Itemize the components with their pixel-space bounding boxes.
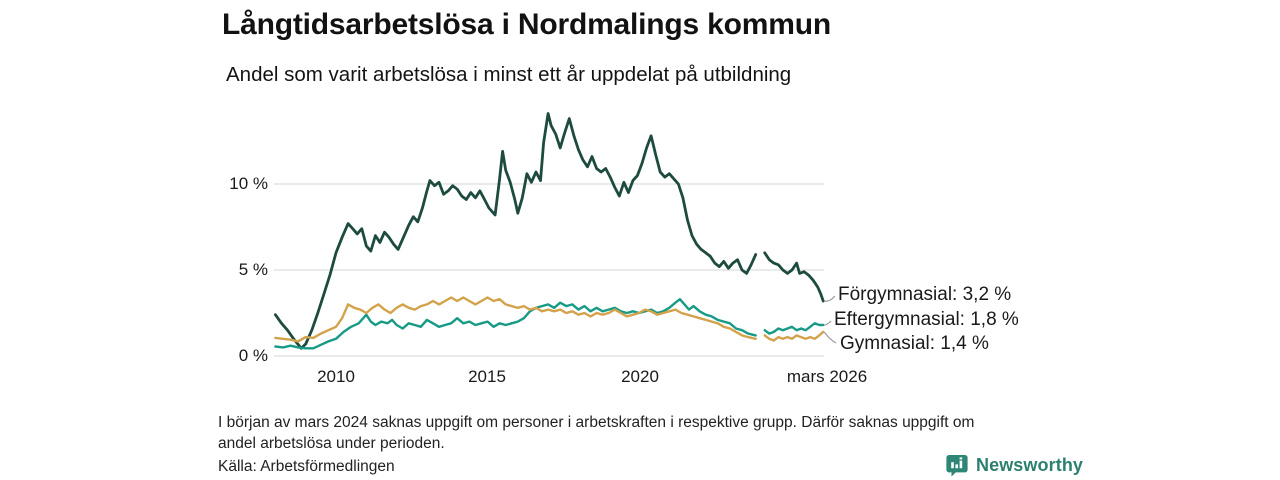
newsworthy-logo-icon [946, 455, 968, 477]
y-axis-tick-10: 10 % [229, 174, 268, 193]
footnote: I början av mars 2024 saknas uppgift om … [218, 412, 974, 454]
x-axis-tick-2015: 2015 [468, 367, 506, 386]
page-title: Långtidsarbetslösa i Nordmalings kommun [222, 8, 831, 41]
x-axis-tick-2010: 2010 [317, 367, 355, 386]
logo-bar-2 [955, 464, 958, 469]
logo-bar-3 [959, 460, 963, 469]
label-connector-förgymnasial [824, 295, 836, 302]
series-line-förgymnasial-seg0 [274, 112, 758, 350]
x-axis-tick-mars-2026: mars 2026 [786, 367, 868, 386]
series-line-förgymnasial-seg1 [763, 251, 825, 303]
page-subtitle: Andel som varit arbetslösa i minst ett å… [226, 63, 792, 86]
newsworthy-wordmark: Newsworthy [976, 454, 1084, 475]
series-line-gymnasial-seg1 [763, 330, 825, 342]
series-line-eftergymnasial-seg1 [763, 322, 825, 335]
logo-bar-dot [959, 457, 963, 460]
newsworthy-branding[interactable]: Newsworthy [945, 453, 1083, 477]
source-label: Källa: Arbetsförmedlingen [218, 458, 395, 475]
series-label-forgymnasial: Förgymnasial: 3,2 % [838, 284, 1012, 305]
footnote-line-1: I början av mars 2024 saknas uppgift om … [218, 414, 975, 431]
footnote-line-2: andel arbetslösa under perioden. [218, 435, 445, 452]
label-connector-eftergymnasial [824, 320, 832, 326]
y-axis-tick-0: 0 % [238, 346, 268, 365]
series-label-eftergymnasial: Eftergymnasial: 1,8 % [834, 309, 1019, 330]
series-label-gymnasial: Gymnasial: 1,4 % [840, 333, 989, 354]
series-line-gymnasial-seg0 [274, 296, 757, 343]
series-line-eftergymnasial-seg0 [274, 298, 757, 350]
label-connector-gymnasial [823, 331, 837, 344]
logo-bar-1 [951, 462, 954, 469]
x-axis-tick-2020: 2020 [621, 367, 659, 386]
y-axis-tick-5: 5 % [238, 260, 268, 279]
